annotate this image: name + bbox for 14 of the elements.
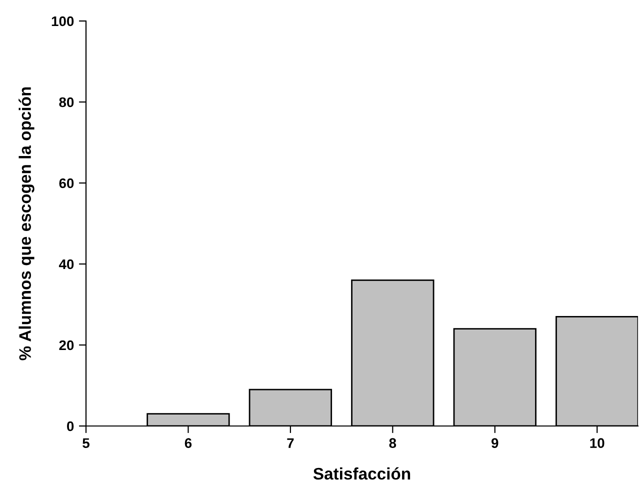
x-tick-label: 8 [389,438,396,448]
x-axis-title: Satisfacción [313,467,410,480]
y-tick-label: 80 [59,97,74,108]
x-tick-label: 9 [492,438,498,448]
y-tick-label: 60 [59,178,74,188]
x-tick-label: 7 [287,438,294,448]
x-tick-label: 10 [590,438,604,448]
y-axis-title: % Alumnos que escogen la opción [18,87,34,360]
x-tick-label: 6 [184,438,192,448]
y-tick-label: 100 [52,16,74,26]
y-tick-label: 0 [67,421,74,432]
y-tick-label: 20 [59,340,74,350]
y-tick-label: 40 [58,259,74,270]
x-tick-label: 5 [82,438,90,448]
